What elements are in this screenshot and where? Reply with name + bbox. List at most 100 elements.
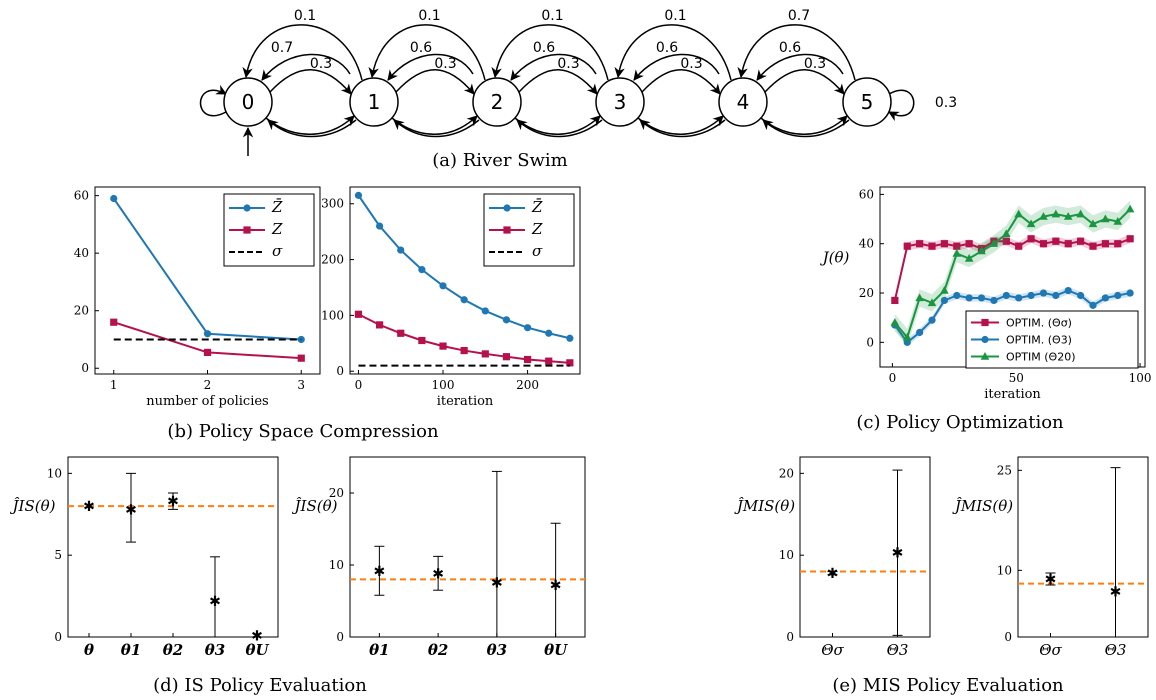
data-point xyxy=(375,222,384,230)
x-axis-label: iteration xyxy=(984,387,1041,402)
confidence-band xyxy=(894,286,1131,347)
data-point xyxy=(989,239,999,247)
data-point xyxy=(1126,235,1134,243)
legend-marker xyxy=(243,226,251,234)
data-point xyxy=(1039,212,1048,220)
state-node xyxy=(718,77,768,127)
data-point xyxy=(902,332,912,341)
prob-forward: 0.3 xyxy=(680,56,702,72)
x-tick-label: Θσ xyxy=(821,641,844,659)
data-point xyxy=(1002,237,1010,245)
edge-forward xyxy=(265,115,355,135)
x-tick-label: θ1 xyxy=(369,641,389,659)
legend: Z̄ Zσ xyxy=(483,193,575,267)
y-axis-label: ĴIS(θ) xyxy=(292,497,338,515)
plot-frame xyxy=(349,456,586,638)
state-label: 2 xyxy=(491,90,504,114)
data-point xyxy=(927,298,937,307)
prob-top: 0.1 xyxy=(418,8,440,24)
data-point xyxy=(1039,240,1048,248)
prob-stay: 0.6 xyxy=(656,40,678,56)
data-point xyxy=(965,294,973,302)
data-point xyxy=(953,242,961,250)
y-tick-label: 0 xyxy=(1004,630,1012,644)
legend-marker xyxy=(981,335,989,344)
legend-label: Z̄ xyxy=(271,198,283,216)
data-point xyxy=(916,240,924,248)
data-point xyxy=(502,353,511,361)
data-point xyxy=(1052,291,1060,300)
legend-label: Z̄ xyxy=(531,198,543,216)
plot-frame xyxy=(67,456,279,638)
caption-policy-optimization: (c) Policy Optimization xyxy=(856,412,1064,433)
y-tick-label: 60 xyxy=(859,187,874,201)
y-axis-label: J(θ) xyxy=(820,249,850,267)
edge-top xyxy=(614,24,732,81)
data-point xyxy=(1002,229,1011,238)
data-point: ✱ xyxy=(125,502,137,518)
x-tick-label: 100 xyxy=(1129,371,1152,385)
data-point: ✱ xyxy=(491,575,503,591)
state-node xyxy=(595,77,645,127)
state-label: 1 xyxy=(368,90,381,114)
data-point xyxy=(1113,217,1123,225)
self-loop-0 xyxy=(199,84,227,117)
edge-stay xyxy=(387,53,474,81)
data-point xyxy=(354,310,363,318)
y-tick-label: 60 xyxy=(74,189,89,203)
data-point xyxy=(1015,294,1023,302)
x-tick-label: 0 xyxy=(355,378,363,392)
legend: Z̄ Zσ xyxy=(223,193,315,267)
chart-b2: 0 100 200 0 100 200 300 iteration Z̄ Zσ xyxy=(321,186,581,409)
data-point: ✱ xyxy=(892,546,904,562)
data-point xyxy=(1063,212,1073,220)
data-point xyxy=(566,334,574,342)
legend-marker xyxy=(503,226,511,234)
series-line xyxy=(358,313,570,364)
caption-is-policy-evaluation: (d) IS Policy Evaluation xyxy=(153,675,367,696)
data-point: ✱ xyxy=(827,566,839,582)
data-point xyxy=(928,316,936,324)
data-point xyxy=(915,293,924,302)
chart-d2: 0 10 20 θ1 θ2 θ3 θU ✱ ✱ ✱ ✱ ĴIS(θ) xyxy=(292,456,586,659)
data-point xyxy=(545,357,553,365)
data-point xyxy=(1064,286,1072,295)
edge-top xyxy=(242,24,363,81)
x-tick-label: θ xyxy=(84,641,94,659)
state-label: 5 xyxy=(861,90,874,114)
x-tick-label: 200 xyxy=(516,378,539,392)
x-tick-label: θ3 xyxy=(205,641,225,659)
data-point xyxy=(891,296,899,305)
data-point xyxy=(916,328,924,337)
data-point: ✱ xyxy=(1110,585,1122,601)
edge-top xyxy=(491,24,609,81)
x-tick-label: 50 xyxy=(1009,371,1024,385)
y-tick-label: 10 xyxy=(47,466,62,480)
legend-label: OPTIM. (Θ3) xyxy=(1006,334,1072,347)
data-point: ✱ xyxy=(209,594,221,610)
x-tick-label: θ3 xyxy=(487,641,507,659)
x-tick-label: 1 xyxy=(110,378,118,392)
data-point xyxy=(952,249,962,257)
x-tick-label: Θ3 xyxy=(1105,641,1127,659)
prob-top: 0.7 xyxy=(788,8,810,24)
y-axis-label: ĴIS(θ) xyxy=(10,497,56,515)
chart-e1: 0 10 20 Θσ Θ3 ✱ ✱ ĴMIS(θ) xyxy=(734,456,931,659)
data-point xyxy=(397,329,405,337)
x-axis-label: number of policies xyxy=(146,394,268,409)
prob-forward: 0.3 xyxy=(310,56,332,72)
prob-forward: 0.3 xyxy=(434,56,456,72)
legend-marker xyxy=(503,204,511,212)
data-point xyxy=(953,291,961,300)
legend-marker xyxy=(980,352,990,360)
edge-backward xyxy=(393,119,480,138)
y-tick-label: 20 xyxy=(859,286,874,300)
data-point xyxy=(1125,204,1135,213)
data-point xyxy=(1027,235,1035,243)
y-tick-label: 5 xyxy=(54,548,62,562)
data-point xyxy=(460,346,468,355)
data-point xyxy=(1089,242,1097,250)
